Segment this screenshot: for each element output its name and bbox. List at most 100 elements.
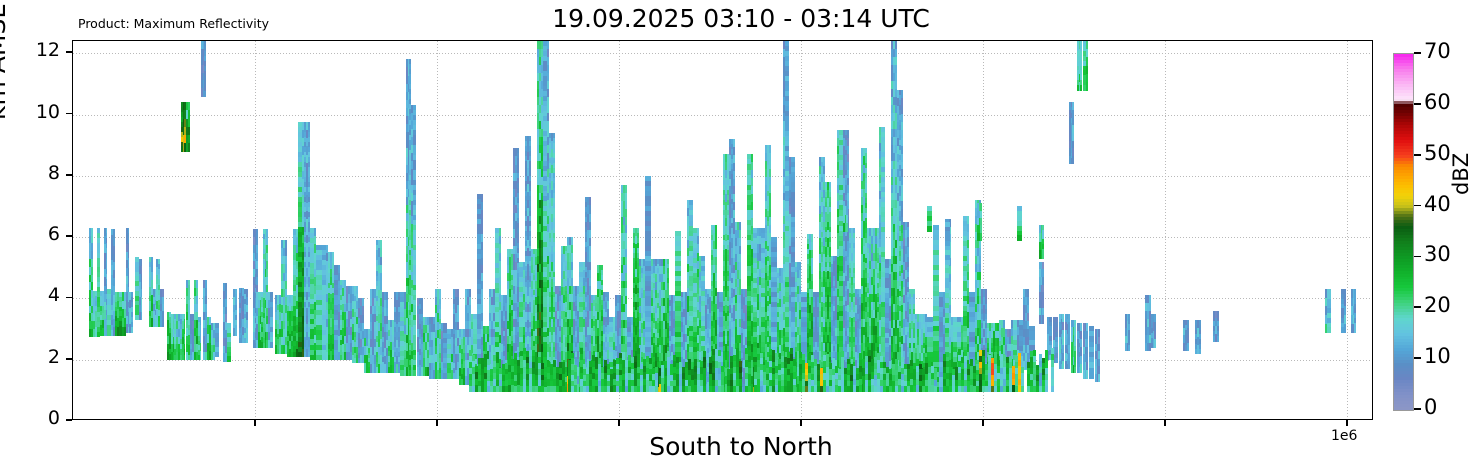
reflectivity-cell xyxy=(153,296,155,305)
reflectivity-cell xyxy=(253,339,255,349)
reflectivity-cell xyxy=(182,334,185,340)
reflectivity-cell xyxy=(253,229,255,238)
reflectivity-cell xyxy=(199,351,201,361)
reflectivity-cell xyxy=(151,318,153,327)
reflectivity-cell xyxy=(167,322,171,329)
reflectivity-cell xyxy=(97,302,100,308)
reflectivity-cell xyxy=(162,318,164,327)
reflectivity-cell xyxy=(129,297,133,303)
reflectivity-cell xyxy=(186,335,188,345)
reflectivity-cell xyxy=(167,312,169,321)
reflectivity-cell xyxy=(97,297,100,303)
reflectivity-cell xyxy=(233,327,235,336)
reflectivity-cell xyxy=(104,279,107,285)
reflectivity-cell xyxy=(253,253,255,262)
reflectivity-cell xyxy=(407,366,410,376)
reflectivity-cell xyxy=(91,259,93,268)
reflectivity-cell xyxy=(113,237,115,247)
reflectivity-cell xyxy=(279,295,281,305)
reflectivity-cell xyxy=(126,312,129,318)
reflectivity-cell xyxy=(178,352,180,361)
reflectivity-cell xyxy=(259,315,262,325)
reflectivity-cell xyxy=(227,337,231,343)
reflectivity-cell xyxy=(113,286,115,296)
reflectivity-cell xyxy=(256,315,258,325)
reflectivity-cell xyxy=(223,306,225,315)
reflectivity-cell xyxy=(156,275,158,285)
reflectivity-cell xyxy=(215,327,219,334)
reflectivity-cell xyxy=(140,266,142,275)
reflectivity-cell xyxy=(186,324,190,331)
reflectivity-cell xyxy=(153,303,155,312)
reflectivity-cell xyxy=(203,319,205,329)
reflectivity-cell xyxy=(240,303,243,312)
reflectivity-cell xyxy=(184,143,186,152)
reflectivity-cell xyxy=(151,264,153,273)
reflectivity-cell xyxy=(225,329,227,339)
reflectivity-cell xyxy=(91,328,93,338)
reflectivity-cell xyxy=(126,276,128,285)
reflectivity-cell xyxy=(223,353,225,362)
reflectivity-cell xyxy=(253,268,258,275)
reflectivity-cell xyxy=(253,298,258,304)
reflectivity-cell xyxy=(97,326,100,333)
reflectivity-cell xyxy=(188,102,190,112)
reflectivity-cell xyxy=(104,258,107,265)
reflectivity-cell xyxy=(266,276,268,286)
reflectivity-cell xyxy=(186,309,190,316)
reflectivity-cell xyxy=(289,348,291,358)
reflectivity-cell xyxy=(126,317,129,323)
reflectivity-cell xyxy=(126,300,128,309)
reflectivity-cell xyxy=(104,293,106,303)
reflectivity-cell xyxy=(279,303,281,313)
reflectivity-cell xyxy=(186,126,188,136)
reflectivity-cell xyxy=(93,321,95,330)
reflectivity-cell xyxy=(91,297,93,307)
reflectivity-cell xyxy=(306,348,308,358)
reflectivity-cell xyxy=(126,297,129,303)
reflectivity-cell xyxy=(253,288,258,294)
reflectivity-cell xyxy=(135,281,139,287)
reflectivity-cell xyxy=(93,300,97,307)
reflectivity-cell xyxy=(129,292,133,298)
reflectivity-cell xyxy=(192,336,194,345)
reflectivity-cell xyxy=(186,334,190,341)
reflectivity-cell xyxy=(176,321,178,330)
reflectivity-cell xyxy=(97,316,100,323)
reflectivity-cell xyxy=(129,312,133,318)
reflectivity-cell xyxy=(89,297,91,307)
reflectivity-cell xyxy=(266,237,268,246)
reflectivity-cell xyxy=(205,327,207,337)
reflectivity-cell xyxy=(194,327,196,337)
reflectivity-cell xyxy=(119,306,122,312)
reflectivity-cell xyxy=(129,327,133,333)
reflectivity-cell xyxy=(268,302,273,308)
reflectivity-cell xyxy=(202,80,205,89)
reflectivity-cell xyxy=(209,333,211,344)
reflectivity-cell xyxy=(156,300,160,306)
reflectivity-cell xyxy=(122,326,124,336)
reflectivity-cell xyxy=(153,289,156,296)
reflectivity-cell xyxy=(203,343,205,353)
reflectivity-cell xyxy=(196,311,198,321)
reflectivity-cell xyxy=(107,324,111,331)
reflectivity-cell xyxy=(97,257,100,264)
reflectivity-cell xyxy=(97,287,100,293)
reflectivity-cell xyxy=(104,260,106,270)
reflectivity-cell xyxy=(176,352,178,361)
reflectivity-cell xyxy=(205,319,207,329)
reflectivity-cell xyxy=(156,315,160,322)
reflectivity-cell xyxy=(104,227,106,237)
reflectivity-cell xyxy=(233,289,235,298)
reflectivity-cell xyxy=(275,309,281,316)
reflectivity-cell xyxy=(153,311,155,320)
reflectivity-cell xyxy=(156,305,160,312)
reflectivity-cell xyxy=(256,253,258,262)
reflectivity-cell xyxy=(253,303,258,309)
reflectivity-cell xyxy=(207,351,209,361)
reflectivity-cell xyxy=(396,364,398,373)
reflectivity-cell xyxy=(124,300,126,311)
reflectivity-cell xyxy=(126,316,128,325)
reflectivity-cell xyxy=(129,302,133,308)
reflectivity-cell xyxy=(129,316,131,325)
